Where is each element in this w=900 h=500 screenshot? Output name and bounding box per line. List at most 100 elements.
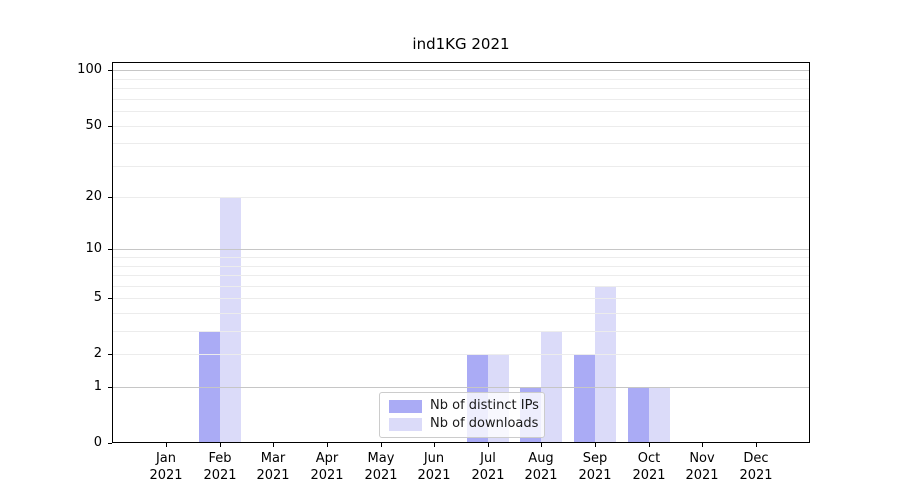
y-tick-label-5: 5: [93, 290, 102, 305]
x-tick-sep: [595, 443, 596, 447]
x-tick-year: 2021: [739, 468, 773, 483]
x-tick-year: 2021: [524, 468, 558, 483]
chart-title: ind1KG 2021: [412, 35, 510, 53]
x-tick-label-feb: Feb 2021: [188, 450, 252, 484]
y-tick-0: [108, 443, 112, 444]
x-tick-month: Aug: [528, 451, 554, 466]
y-tick-label-50: 50: [85, 118, 102, 133]
gridline-y-4: [112, 313, 810, 315]
x-tick-label-apr: Apr 2021: [295, 450, 359, 484]
x-tick-month: Oct: [637, 451, 661, 466]
gridline-y-5: [112, 298, 810, 300]
legend-row-0: Nb of distinct IPs: [389, 398, 539, 414]
y-tick-2: [108, 354, 112, 355]
legend-swatch-distinct-ips: [389, 399, 422, 413]
x-tick-label-dec: Dec 2021: [724, 450, 788, 484]
x-tick-label-jul: Jul 2021: [456, 450, 520, 484]
x-tick-year: 2021: [417, 468, 451, 483]
x-tick-label-may: May 2021: [349, 450, 413, 484]
gridline-y-60: [112, 111, 810, 113]
y-tick-label-2: 2: [93, 346, 102, 361]
y-tick-5: [108, 298, 112, 299]
x-tick-dec: [756, 443, 757, 447]
x-tick-may: [381, 443, 382, 447]
gridline-y-3: [112, 331, 810, 333]
x-tick-month: Jan: [155, 451, 177, 466]
x-tick-month: Feb: [208, 451, 232, 466]
gridline-y-70: [112, 98, 810, 100]
gridline-y-90: [112, 78, 810, 80]
x-tick-nov: [702, 443, 703, 447]
bar-distinct-ips-oct: [627, 387, 649, 443]
legend: Nb of distinct IPs Nb of downloads: [379, 392, 545, 438]
x-tick-jan: [166, 443, 167, 447]
legend-label-distinct-ips: Nb of distinct IPs: [430, 398, 539, 413]
x-tick-label-oct: Oct 2021: [617, 450, 681, 484]
y-tick-1: [108, 387, 112, 388]
y-tick-label-1: 1: [93, 379, 102, 394]
y-tick-20: [108, 197, 112, 198]
y-tick-50: [108, 126, 112, 127]
y-tick-label-20: 20: [85, 189, 102, 204]
x-tick-year: 2021: [471, 468, 505, 483]
x-tick-label-jan: Jan 2021: [134, 450, 198, 484]
x-tick-month: Apr: [315, 451, 339, 466]
x-tick-year: 2021: [203, 468, 237, 483]
legend-swatch-downloads: [389, 417, 422, 431]
gridline-y-40: [112, 143, 810, 145]
x-tick-year: 2021: [685, 468, 719, 483]
x-tick-month: Nov: [689, 451, 715, 466]
gridline-y-20: [112, 197, 810, 199]
x-tick-jun: [434, 443, 435, 447]
x-tick-month: Jun: [423, 451, 445, 466]
x-tick-label-nov: Nov 2021: [670, 450, 734, 484]
x-tick-year: 2021: [578, 468, 612, 483]
x-tick-year: 2021: [364, 468, 398, 483]
bar-downloads-aug: [541, 331, 563, 443]
x-tick-apr: [327, 443, 328, 447]
y-tick-label-100: 100: [77, 62, 102, 77]
x-tick-mar: [273, 443, 274, 447]
bar-downloads-sep: [595, 285, 617, 443]
gridline-y-6: [112, 285, 810, 287]
bar-downloads-feb: [219, 197, 241, 443]
gridline-y-10: [112, 249, 810, 251]
gridline-y-30: [112, 165, 810, 167]
x-tick-month: Dec: [743, 451, 769, 466]
x-tick-month: Sep: [582, 451, 608, 466]
x-tick-year: 2021: [149, 468, 183, 483]
gridline-y-7: [112, 275, 810, 277]
bar-downloads-oct: [648, 387, 670, 443]
gridline-y-2: [112, 354, 810, 356]
gridline-y-9: [112, 257, 810, 259]
y-tick-label-0: 0: [93, 435, 102, 450]
gridline-y-50: [112, 125, 810, 127]
x-tick-label-mar: Mar 2021: [241, 450, 305, 484]
y-tick-10: [108, 249, 112, 250]
x-tick-month: Jul: [480, 451, 496, 466]
x-tick-feb: [220, 443, 221, 447]
legend-row-1: Nb of downloads: [389, 416, 539, 432]
x-tick-label-aug: Aug 2021: [509, 450, 573, 484]
x-tick-month: May: [367, 451, 395, 466]
y-tick-100: [108, 70, 112, 71]
x-tick-year: 2021: [632, 468, 666, 483]
gridline-y-1: [112, 387, 810, 389]
x-tick-oct: [649, 443, 650, 447]
legend-label-downloads: Nb of downloads: [430, 416, 539, 431]
x-tick-year: 2021: [256, 468, 290, 483]
y-tick-label-10: 10: [85, 241, 102, 256]
bar-distinct-ips-sep: [574, 354, 596, 443]
gridline-y-8: [112, 265, 810, 267]
gridline-y-100: [112, 70, 810, 72]
x-tick-label-jun: Jun 2021: [402, 450, 466, 484]
x-tick-jul: [488, 443, 489, 447]
x-tick-aug: [541, 443, 542, 447]
plot-area: [112, 62, 810, 443]
x-tick-label-sep: Sep 2021: [563, 450, 627, 484]
gridline-y-80: [112, 88, 810, 90]
x-tick-year: 2021: [310, 468, 344, 483]
x-tick-month: Mar: [260, 451, 286, 466]
bar-distinct-ips-feb: [198, 331, 220, 443]
